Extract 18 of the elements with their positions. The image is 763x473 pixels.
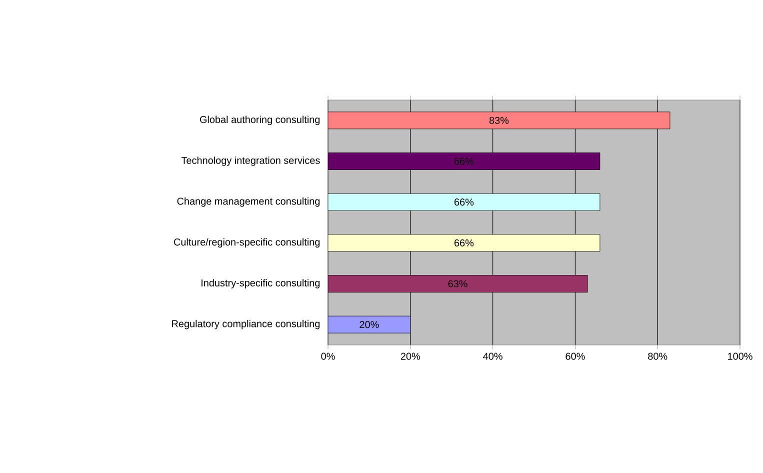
x-tick-label: 0% <box>321 352 335 360</box>
data-label: 66% <box>454 239 474 246</box>
y-tick-label: Global authoring consulting <box>200 116 320 126</box>
x-tick-label: 60% <box>566 352 585 360</box>
y-tick-label: Culture/region-specific consulting <box>174 238 320 248</box>
y-tick-label: Regulatory compliance consulting <box>172 320 320 330</box>
x-tick-label: 20% <box>400 352 420 360</box>
data-label: 66% <box>454 198 474 206</box>
y-tick-label: Change management consulting <box>177 197 320 207</box>
y-tick-label: Industry-specific consulting <box>202 279 320 288</box>
data-label: 63% <box>448 280 468 288</box>
x-tick-label: 40% <box>483 352 502 360</box>
x-tick-label: 100% <box>728 352 752 360</box>
data-label: 20% <box>360 321 379 328</box>
y-tick-label: Technology integration services <box>181 156 320 166</box>
data-label: 66% <box>454 158 474 165</box>
data-label: 83% <box>489 116 509 124</box>
x-tick-label: 80% <box>648 352 668 360</box>
